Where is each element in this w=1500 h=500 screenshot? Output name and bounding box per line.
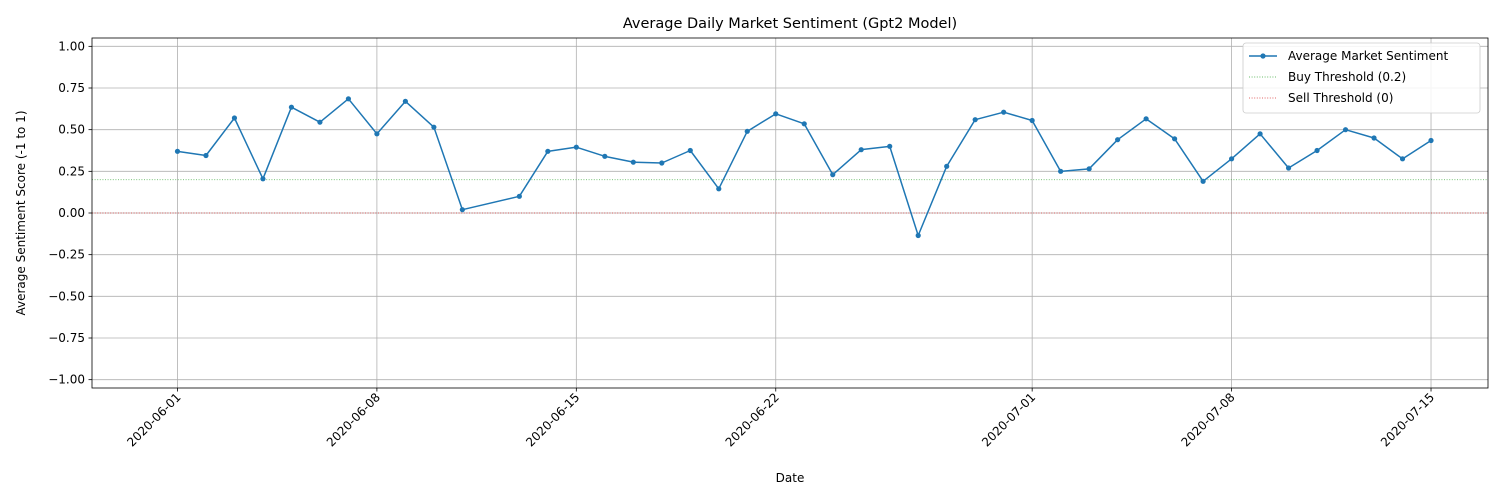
series-layer xyxy=(174,96,1434,239)
data-point xyxy=(716,186,722,192)
y-tick-label: −0.75 xyxy=(48,331,85,345)
data-point xyxy=(744,128,750,134)
data-point xyxy=(602,153,608,159)
y-tick-label: −0.50 xyxy=(48,289,85,303)
y-tick-label: −1.00 xyxy=(48,373,85,387)
data-point xyxy=(1029,117,1035,124)
data-point xyxy=(1342,127,1349,133)
data-point xyxy=(174,148,181,154)
data-point xyxy=(1371,135,1377,141)
data-point xyxy=(288,104,295,110)
y-tick-label: 0.00 xyxy=(58,206,85,220)
data-point xyxy=(516,193,522,199)
data-point xyxy=(203,152,209,159)
data-point xyxy=(545,148,551,154)
data-point xyxy=(944,163,950,169)
data-point xyxy=(231,115,238,121)
data-point xyxy=(687,147,693,154)
data-point xyxy=(1314,147,1320,154)
legend-label: Sell Threshold (0) xyxy=(1288,91,1393,105)
data-point xyxy=(1115,137,1121,143)
legend-label: Buy Threshold (0.2) xyxy=(1288,70,1406,84)
data-point xyxy=(773,111,779,117)
data-point xyxy=(402,98,408,104)
data-point xyxy=(1086,166,1092,172)
data-point xyxy=(374,131,380,137)
data-point xyxy=(345,96,352,102)
data-point xyxy=(1143,116,1149,122)
y-tick-label: 0.75 xyxy=(58,81,85,95)
data-point xyxy=(1285,165,1292,171)
data-point xyxy=(573,144,579,150)
data-point xyxy=(830,172,836,178)
data-point xyxy=(801,121,807,127)
legend-box xyxy=(1242,42,1481,114)
data-point xyxy=(1399,156,1406,162)
data-point xyxy=(630,159,636,165)
data-point xyxy=(887,143,893,149)
data-point xyxy=(260,176,266,182)
y-tick-label: 1.00 xyxy=(58,39,85,53)
y-tick-label: −0.25 xyxy=(48,248,85,262)
series-line xyxy=(177,98,1432,237)
legend-label: Average Market Sentiment xyxy=(1288,49,1448,63)
data-point xyxy=(431,124,437,130)
legend: Average Market Sentiment Buy Threshold (0… xyxy=(1242,42,1481,114)
data-point xyxy=(1200,178,1206,184)
data-point xyxy=(1001,109,1007,115)
data-point xyxy=(915,232,921,239)
data-point xyxy=(459,207,465,213)
data-point xyxy=(1058,168,1064,174)
data-point xyxy=(659,160,665,166)
y-axis-label: Average Sentiment Score (-1 to 1) xyxy=(14,111,28,316)
data-point xyxy=(858,147,864,153)
chart-title: Average Daily Market Sentiment (Gpt2 Mod… xyxy=(623,16,957,32)
data-point xyxy=(1428,137,1434,144)
x-axis-label: Date xyxy=(776,471,805,485)
data-point xyxy=(1257,131,1263,137)
data-point xyxy=(1172,136,1178,142)
y-axis-ticks: −1.00 −0.75 −0.50 −0.25 0.00 0.25 0.50 0.75 1.00 xyxy=(48,39,92,387)
y-tick-label: 0.50 xyxy=(58,123,85,137)
y-tick-label: 0.25 xyxy=(58,164,85,178)
data-point xyxy=(972,117,978,123)
data-point xyxy=(1228,156,1235,162)
data-point xyxy=(317,119,323,125)
legend-swatch-marker xyxy=(1260,53,1266,59)
